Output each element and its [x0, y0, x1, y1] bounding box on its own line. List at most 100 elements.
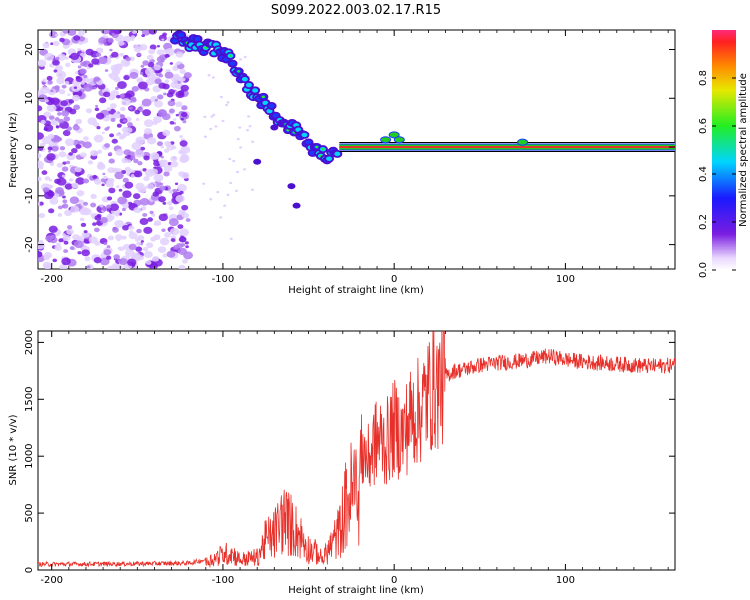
noise-speckle [160, 155, 164, 159]
noise-speckle [41, 170, 48, 175]
noise-speckle [146, 183, 155, 190]
carrier-blob-core [229, 61, 236, 66]
noise-speckle [146, 54, 154, 61]
noise-speckle [106, 196, 113, 201]
snr-plot-area [37, 330, 676, 571]
carrier-blob-core [266, 108, 273, 114]
noise-speckle [117, 246, 122, 250]
noise-speckle [131, 85, 139, 92]
noise-speckle [126, 159, 132, 164]
noise-speckle [181, 204, 189, 211]
carrier-blob-core [252, 88, 259, 93]
noise-speckle [73, 86, 78, 89]
noise-speckle [109, 203, 120, 211]
noise-speckle [158, 196, 166, 203]
noise-speckle [179, 68, 186, 75]
noise-speckle [53, 137, 58, 141]
noise-speckle [137, 81, 148, 90]
noise-speckle [204, 135, 208, 138]
noise-speckle [78, 199, 85, 205]
noise-speckle [62, 161, 67, 165]
snr-series-line [38, 331, 675, 568]
noise-speckle [248, 124, 252, 128]
noise-speckle [63, 116, 71, 122]
noise-speckle [129, 106, 133, 110]
carrier-blob-core [301, 132, 308, 138]
noise-speckle [93, 76, 101, 82]
noise-speckle [54, 65, 64, 72]
noise-speckle [83, 83, 93, 92]
noise-speckle [170, 81, 180, 89]
noise-speckle [96, 125, 101, 130]
noise-speckle [176, 61, 182, 65]
noise-speckle [104, 127, 109, 131]
noise-speckle [211, 76, 215, 79]
noise-speckle [62, 205, 66, 208]
noise-speckle [153, 223, 157, 226]
noise-speckle [125, 90, 135, 98]
noise-speckle [136, 228, 142, 234]
noise-speckle [139, 71, 144, 75]
noise-speckle [144, 251, 153, 259]
noise-speckle [166, 200, 173, 206]
noise-speckle [127, 258, 137, 267]
noise-speckle [123, 119, 127, 123]
noise-speckle [143, 119, 154, 128]
noise-speckle [225, 103, 229, 107]
noise-speckle [132, 30, 137, 34]
noise-speckle [134, 149, 145, 158]
carrier-band-core [339, 146, 675, 149]
noise-speckle [109, 103, 117, 109]
noise-speckle [83, 230, 88, 234]
noise-speckle [106, 255, 112, 260]
noise-speckle [75, 118, 83, 125]
noise-speckle [185, 245, 189, 249]
noise-speckle [158, 34, 167, 42]
noise-speckle [48, 115, 55, 121]
noise-speckle [128, 201, 133, 205]
noise-speckle [169, 227, 180, 236]
noise-speckle [159, 182, 164, 186]
noise-speckle [216, 190, 220, 194]
noise-speckle [156, 179, 162, 183]
colorbar: 0.0 0.2 0.4 0.6 0.8 Normalized spectral ampl… [698, 30, 749, 278]
noise-speckle [58, 151, 67, 158]
noise-speckle [108, 187, 116, 194]
noise-speckle [52, 258, 57, 263]
noise-speckle [38, 105, 43, 112]
noise-speckle [54, 85, 60, 90]
snr-ytick-label: 0 [24, 567, 35, 573]
noise-speckle [221, 119, 225, 123]
noise-speckle [109, 48, 113, 52]
noise-speckle [50, 234, 56, 240]
spectrogram-xtick-label: -200 [40, 274, 63, 285]
noise-speckle [166, 142, 172, 147]
noise-speckle [69, 246, 75, 251]
noise-speckle [72, 124, 80, 131]
noise-speckle [102, 172, 106, 176]
noise-speckle [116, 94, 121, 99]
noise-speckle [172, 188, 178, 193]
noise-speckle [147, 61, 155, 68]
snr-ylabel: SNR (10 * v/v) [8, 414, 19, 485]
spectrogram-ytick-label: 10 [24, 92, 35, 105]
noise-speckle [64, 81, 70, 85]
noise-speckle [162, 83, 170, 90]
noise-speckle [144, 169, 155, 177]
noise-speckle [42, 42, 50, 49]
noise-speckle [179, 140, 188, 147]
noise-speckle [91, 58, 100, 65]
noise-speckle [64, 183, 73, 190]
noise-speckle [129, 230, 134, 234]
noise-speckle [123, 149, 131, 156]
noise-speckle [44, 99, 49, 103]
noise-speckle [50, 42, 54, 46]
noise-speckle [55, 56, 60, 61]
noise-speckle [119, 52, 124, 57]
noise-speckle [180, 111, 188, 118]
noise-speckle [169, 62, 174, 65]
noise-speckle [251, 140, 255, 143]
noise-speckle [182, 258, 188, 264]
noise-speckle [136, 52, 142, 57]
